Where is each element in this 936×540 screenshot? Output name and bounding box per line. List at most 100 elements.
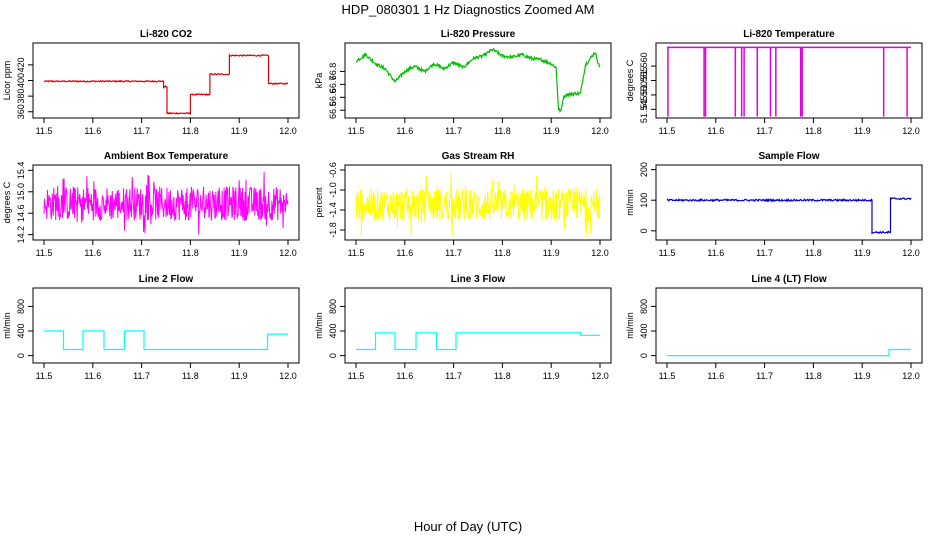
x-axis-label: Hour of Day (UTC)	[414, 519, 522, 534]
panel-title: Li-820 Temperature	[743, 29, 835, 40]
y-tick-label: 51.560	[639, 52, 649, 80]
panel-title: Line 3 Flow	[451, 274, 506, 285]
x-tick-label: 11.6	[84, 248, 101, 258]
y-tick-label: 51.555	[639, 67, 649, 95]
series-6	[666, 196, 912, 235]
panel-5: Gas Stream RH percent 11.5 11.6 11.7 11.8 11.9…	[314, 151, 612, 258]
y-axis-label: ml/min	[2, 312, 12, 339]
y-tick-label: 360	[16, 104, 26, 119]
series-1	[43, 53, 289, 115]
x-tick-label: 11.6	[396, 126, 413, 136]
x-tick-label: 11.9	[543, 248, 560, 258]
series-line	[43, 172, 289, 235]
y-axis-label: Licor ppm	[2, 61, 12, 101]
y-axis-label: ml/min	[625, 312, 635, 339]
panel-title: Line 4 (LT) Flow	[751, 274, 827, 285]
y-tick-label: 800	[639, 299, 649, 314]
panel-title: Li-820 CO2	[140, 29, 193, 40]
x-tick-label: 11.5	[36, 126, 53, 136]
series-5	[355, 173, 601, 237]
y-tick-label: 400	[328, 324, 338, 339]
x-tick-label: 11.8	[805, 248, 822, 258]
x-tick-label: 12.0	[591, 248, 609, 258]
y-tick-label: 420	[16, 57, 26, 72]
panels: Li-820 CO2 Licor ppm 11.5 11.6 11.7 11.8 11.9 1…	[2, 29, 923, 381]
panel-2: Li-820 Pressure kPa 11.5 11.6 11.7 11.8 11.9 12…	[314, 29, 612, 136]
x-tick-label: 11.9	[854, 126, 871, 136]
series-3	[667, 46, 911, 117]
panel-title: Li-820 Pressure	[441, 29, 516, 40]
x-tick-label: 11.9	[231, 371, 248, 381]
plot-box	[344, 287, 612, 364]
y-axis-label: degrees C	[2, 181, 12, 223]
x-tick-label: 11.7	[756, 126, 773, 136]
x-tick-label: 11.6	[396, 371, 413, 381]
y-tick-label: -1.8	[328, 222, 338, 238]
y-tick-label: 0	[328, 353, 338, 358]
y-axis-label: degrees C	[625, 59, 635, 101]
x-tick-label: 12.0	[591, 126, 609, 136]
y-tick-label: 51.545	[639, 96, 649, 124]
x-tick-label: 12.0	[279, 371, 297, 381]
series-4	[43, 172, 289, 235]
y-tick-label: 380	[16, 89, 26, 104]
y-axis-label: kPa	[314, 73, 324, 89]
plot-box	[655, 287, 923, 364]
x-tick-label: 11.7	[445, 126, 462, 136]
figure-title: HDP_080301 1 Hz Diagnostics Zoomed AM	[342, 2, 595, 17]
x-tick-label: 11.9	[854, 371, 871, 381]
panel-title: Ambient Box Temperature	[104, 151, 229, 162]
panel-8: Line 3 Flow ml/min 11.5 11.6 11.7 11.8 11.9 12.…	[314, 274, 612, 381]
x-tick-label: 11.5	[36, 371, 53, 381]
x-tick-label: 11.7	[756, 371, 773, 381]
y-tick-label: 800	[328, 299, 338, 314]
series-2	[356, 47, 601, 114]
series-line	[666, 196, 912, 235]
panel-title: Gas Stream RH	[442, 151, 515, 162]
x-tick-label: 12.0	[902, 126, 920, 136]
y-tick-label: 66.8	[328, 63, 338, 81]
plot-box	[344, 42, 612, 119]
y-tick-label: -1.0	[328, 182, 338, 198]
plot-box	[655, 42, 923, 119]
y-tick-label: 51.550	[639, 81, 649, 109]
x-tick-label: 12.0	[591, 371, 609, 381]
panel-6: Sample Flow ml/min 11.5 11.6 11.7 11.8 11.9 12.…	[625, 151, 923, 258]
panel-4: Ambient Box Temperature degrees C 11.5 11.6…	[2, 151, 300, 258]
y-tick-label: 400	[639, 324, 649, 339]
x-tick-label: 11.8	[494, 371, 511, 381]
series-9	[667, 348, 911, 357]
x-tick-label: 11.9	[231, 126, 248, 136]
panel-title: Sample Flow	[758, 151, 819, 162]
series-7	[44, 330, 288, 351]
y-tick-label: 0	[639, 353, 649, 358]
y-tick-label: 66.6	[328, 89, 338, 107]
series-line	[356, 47, 601, 114]
x-tick-label: 11.5	[659, 371, 676, 381]
y-tick-label: 100	[639, 193, 649, 208]
plot-box	[32, 164, 300, 241]
x-tick-label: 12.0	[902, 371, 920, 381]
x-tick-label: 11.8	[494, 248, 511, 258]
x-tick-label: 11.5	[36, 248, 53, 258]
y-axis-label: ml/min	[625, 189, 635, 216]
y-tick-label: 0	[16, 353, 26, 358]
x-tick-label: 11.8	[494, 126, 511, 136]
x-tick-label: 11.7	[756, 248, 773, 258]
x-tick-label: 11.6	[84, 371, 101, 381]
y-tick-label: 400	[16, 73, 26, 88]
panel-9: Line 4 (LT) Flow ml/min 11.5 11.6 11.7 11.8 11…	[625, 274, 923, 381]
y-tick-label: 0	[639, 228, 649, 233]
x-tick-label: 11.9	[543, 126, 560, 136]
x-tick-label: 11.5	[659, 126, 676, 136]
x-tick-label: 11.5	[348, 371, 365, 381]
y-tick-label: 66.7	[328, 76, 338, 94]
y-axis-label: percent	[314, 187, 324, 218]
plot-box	[32, 287, 300, 364]
series-8	[356, 332, 600, 351]
panel-7: Line 2 Flow ml/min 11.5 11.6 11.7 11.8 11.9 12.…	[2, 274, 300, 381]
x-tick-label: 11.5	[659, 248, 676, 258]
x-tick-label: 11.7	[133, 371, 150, 381]
plot-box	[344, 164, 612, 241]
x-tick-label: 11.9	[854, 248, 871, 258]
